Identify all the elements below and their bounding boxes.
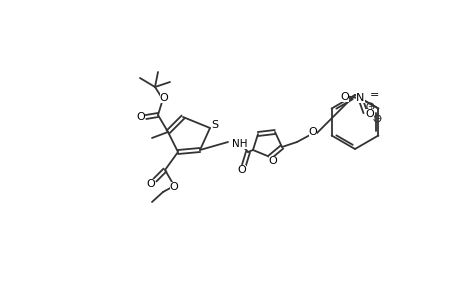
Text: O: O: [308, 127, 317, 137]
Text: O: O: [364, 109, 373, 118]
Text: O: O: [169, 182, 178, 192]
Text: O: O: [159, 93, 168, 103]
Text: O: O: [268, 156, 277, 166]
Text: NH: NH: [231, 139, 247, 149]
Text: O: O: [136, 112, 145, 122]
Text: =: =: [369, 91, 378, 100]
Text: N: N: [355, 92, 364, 103]
Text: +: +: [366, 102, 373, 111]
Text: −: −: [373, 114, 380, 123]
Text: O: O: [146, 179, 155, 189]
Text: S: S: [211, 120, 218, 130]
Text: O: O: [339, 92, 348, 101]
Text: O: O: [237, 165, 246, 175]
